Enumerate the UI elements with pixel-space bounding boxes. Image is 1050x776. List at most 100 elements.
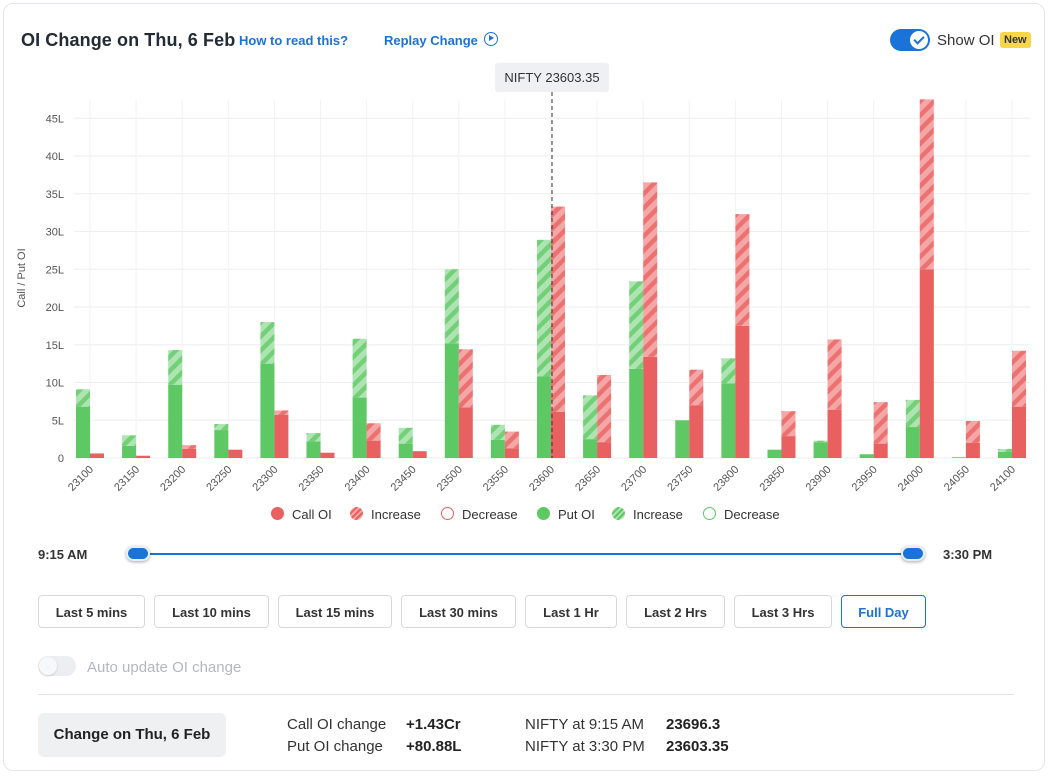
put-oi-increase-bar [444, 269, 459, 344]
call-oi-increase-bar [1012, 350, 1026, 407]
oi-bar-chart: 0 5L 10L 15L 20L 25L 30L 35L 40L 45L Call / Put OI… [16, 92, 1030, 494]
change-on-date-button[interactable]: Change on Thu, 6 Feb [38, 713, 226, 757]
show-oi-label: Show OI [937, 32, 995, 49]
x-tick-label: 24050 [942, 464, 972, 494]
put-oi-increase-bar [998, 448, 1012, 452]
x-tick-label: 24000 [896, 464, 926, 494]
legend-label: Decrease [462, 507, 518, 522]
x-tick-label: 23100 [66, 464, 96, 494]
call-oi-bar [504, 448, 519, 458]
x-tick-label: 23350 [297, 464, 327, 494]
legend-label: Increase [371, 507, 421, 522]
last-2-hrs-button[interactable]: Last 2 Hrs [626, 595, 725, 628]
call-oi-increase-bar [735, 214, 750, 326]
slider-end-handle[interactable] [901, 546, 925, 561]
call-oi-increase-bar [643, 182, 658, 357]
y-tick-label: 45L [46, 113, 64, 125]
put-oi-bar [859, 454, 874, 458]
y-tick-label: 5L [52, 415, 64, 427]
put-oi-increase-bar [490, 424, 505, 440]
x-tick-label: 23450 [389, 464, 419, 494]
replay-change-link[interactable]: Replay Change [384, 33, 478, 48]
slider-end-time: 3:30 PM [943, 547, 993, 562]
call-oi-bar [643, 356, 658, 458]
y-tick-label: 20L [46, 302, 64, 314]
legend-swatch [441, 507, 454, 520]
page-title: OI Change on Thu, 6 Feb [21, 30, 236, 50]
last-1-hr-button[interactable]: Last 1 Hr [525, 595, 617, 628]
call-oi-change-value: +1.43Cr [406, 716, 461, 733]
x-tick-label: 23700 [619, 464, 649, 494]
x-tick-label: 23850 [758, 464, 788, 494]
call-oi-bar [1012, 406, 1026, 458]
time-range-slider-track[interactable] [138, 553, 913, 555]
put-oi-bar [721, 383, 736, 458]
put-oi-increase-bar [629, 281, 644, 369]
play-circle-icon[interactable] [484, 32, 498, 46]
auto-update-label: Auto update OI change [87, 659, 242, 676]
put-oi-bar [675, 420, 690, 458]
call-oi-increase-bar [458, 349, 473, 408]
call-oi-bar [781, 436, 796, 458]
x-tick-label: 23200 [158, 464, 188, 494]
put-oi-increase-bar [721, 358, 736, 384]
put-oi-increase-bar [813, 440, 828, 443]
legend-label: Increase [633, 507, 683, 522]
show-oi-toggle[interactable] [890, 29, 930, 51]
nifty-end-value: 23603.35 [666, 738, 729, 755]
how-to-read-link[interactable]: How to read this? [239, 33, 349, 48]
y-tick-label: 0 [58, 453, 64, 465]
call-oi-increase-bar [965, 421, 980, 443]
call-oi-increase-bar [873, 402, 888, 444]
x-tick-label: 23250 [204, 464, 234, 494]
call-oi-increase-bar [182, 445, 197, 449]
last-10-mins-button[interactable]: Last 10 mins [154, 595, 269, 628]
put-oi-bar [583, 439, 598, 458]
put-oi-bar [214, 430, 229, 458]
call-oi-bar [366, 440, 381, 458]
call-oi-bar [136, 455, 151, 458]
auto-update-toggle[interactable] [38, 656, 76, 676]
legend-swatch [612, 507, 625, 520]
put-oi-bar [76, 406, 90, 458]
slider-start-handle[interactable] [126, 546, 150, 561]
x-tick-label: 23550 [481, 464, 511, 494]
last-5-mins-button[interactable]: Last 5 mins [38, 595, 145, 628]
x-tick-label: 23400 [343, 464, 373, 494]
x-tick-label: 23750 [665, 464, 695, 494]
put-oi-bar [306, 441, 321, 458]
y-axis-label: Call / Put OI [16, 248, 28, 307]
y-tick-label: 30L [46, 227, 64, 239]
put-oi-bar [537, 376, 551, 458]
nifty-spot-tooltip: NIFTY 23603.35 [495, 63, 609, 92]
full-day-button[interactable]: Full Day [841, 595, 926, 628]
x-tick-label: 23300 [250, 464, 280, 494]
legend-label: Call OI [292, 507, 332, 522]
put-oi-increase-bar [905, 399, 920, 428]
call-oi-bar [735, 325, 750, 458]
call-oi-bar [919, 269, 934, 458]
put-oi-change-value: +80.88L [406, 738, 462, 755]
y-tick-label: 35L [46, 189, 64, 201]
y-tick-label: 40L [46, 151, 64, 163]
call-oi-bar [274, 414, 289, 458]
last-30-mins-button[interactable]: Last 30 mins [401, 595, 516, 628]
call-oi-increase-bar [827, 339, 842, 410]
put-oi-bar [168, 384, 183, 458]
last-3-hrs-button[interactable]: Last 3 Hrs [734, 595, 832, 628]
call-oi-bar [228, 449, 243, 458]
call-oi-bar [320, 452, 335, 458]
put-oi-bar [122, 445, 137, 458]
put-oi-bar [629, 368, 644, 458]
last-15-mins-button[interactable]: Last 15 mins [278, 595, 392, 628]
put-oi-increase-bar [214, 424, 229, 431]
legend-swatch [271, 507, 284, 520]
put-oi-increase-bar [168, 350, 183, 385]
x-tick-label: 23900 [804, 464, 834, 494]
y-tick-label: 10L [46, 378, 64, 390]
call-oi-change-label: Call OI change [287, 716, 387, 733]
call-oi-increase-bar [919, 99, 934, 270]
call-oi-bar [689, 405, 704, 458]
call-oi-bar [965, 442, 980, 458]
call-oi-bar [458, 407, 473, 458]
